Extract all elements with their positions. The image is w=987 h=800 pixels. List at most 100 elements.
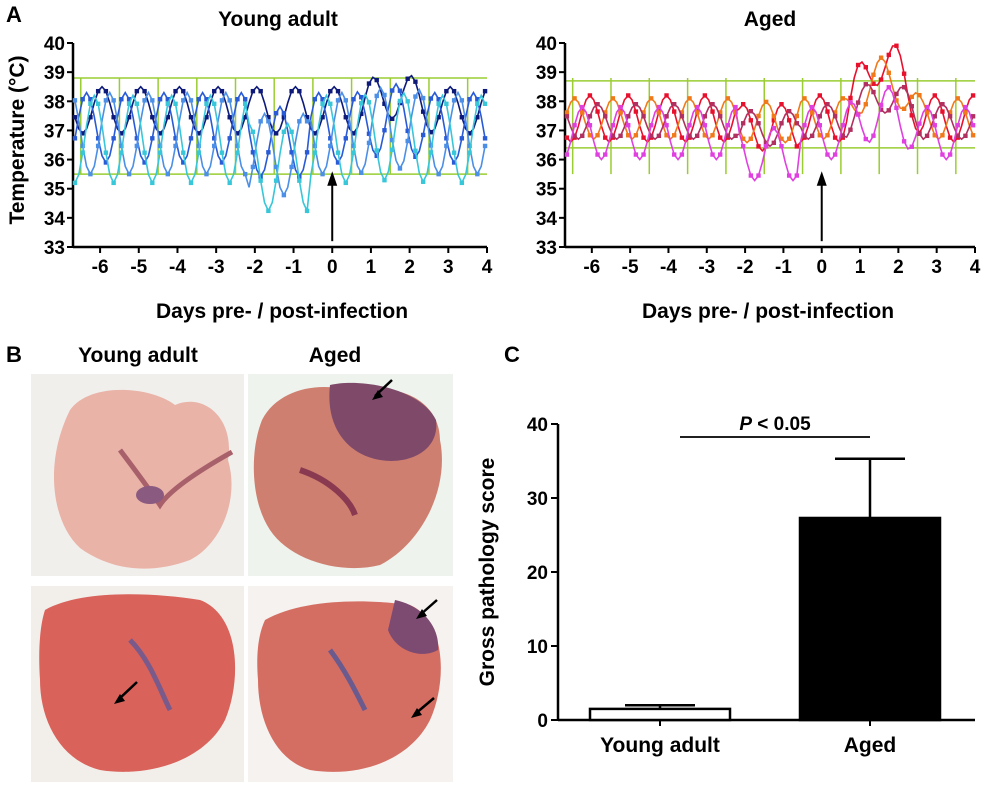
lung-photo-young-adult-bottom [31,586,244,782]
lung-photo-aged-bottom [248,586,453,782]
series-point-a2 [595,133,600,138]
series-point-a2 [963,110,968,115]
series-point-y1 [382,101,387,106]
series-point-y3 [134,143,140,149]
series-point-y3 [173,143,178,149]
y-tick-label: 40 [44,34,65,55]
series-point-a4 [878,102,884,108]
series-point-a3 [679,114,685,119]
series-point-a2 [763,99,769,105]
series-point-a4 [626,123,631,128]
x-tick-label: 1 [366,257,377,278]
series-point-a4 [664,123,669,128]
series-point-a4 [733,104,738,110]
series-point-a3 [725,133,731,139]
series-point-a3 [633,102,639,107]
x-tick-label: 4 [482,257,493,278]
series-point-y2 [181,160,186,165]
series-point-y2 [88,97,93,102]
series-point-a3 [779,121,784,126]
series-point-y4 [80,150,85,155]
series-point-y3 [142,98,147,103]
series-point-y1 [359,111,364,117]
series-point-y4 [320,101,325,107]
series-point-a3 [863,82,868,87]
series-point-a2 [871,72,876,77]
series-point-y3 [475,171,480,177]
x-tick-label: -1 [285,257,302,278]
series-point-a3 [786,108,792,114]
y-tick-label: 38 [536,92,557,113]
series-point-y2 [119,97,124,102]
series-point-y1 [320,115,325,120]
bar-0 [588,707,732,722]
series-point-a1 [794,144,800,149]
series-point-a4 [771,125,777,131]
series-point-a2 [740,136,746,141]
series-point-y2 [142,160,147,165]
series-point-y4 [467,150,472,155]
y-tick-label: 0 [537,711,548,732]
series-point-a1 [863,65,868,70]
series-point-a2 [679,110,685,115]
photo-column-label-young-adult: Young adult [78,344,198,367]
series-point-y4 [219,150,225,155]
series-point-y1 [444,88,449,94]
series-point-a1 [947,135,953,140]
series-point-y2 [227,136,232,141]
series-point-a1 [940,109,945,114]
series-point-a2 [955,96,960,101]
series-point-y2 [335,160,341,165]
series-point-y2 [413,154,418,160]
chart-title-aged: Aged [744,8,797,31]
series-point-y4 [413,148,418,153]
series-point-a4 [970,123,976,128]
series-point-y1 [281,115,287,120]
y-tick-label: 34 [44,209,66,230]
series-point-y1 [134,88,140,94]
series-line-y4 [74,90,486,214]
series-point-y4 [212,101,217,107]
series-point-a2 [840,96,846,101]
series-point-y4 [258,178,263,183]
series-point-y2 [235,97,240,102]
y-tick-label: 40 [527,415,548,436]
series-point-a2 [940,133,945,138]
series-point-a3 [587,114,593,119]
series-point-a3 [756,121,761,126]
series-point-y1 [312,131,318,136]
series-point-a4 [580,104,585,110]
series-point-y3 [289,164,294,170]
series-point-a4 [572,123,577,128]
series-point-y4 [420,179,426,184]
series-point-y1 [80,131,85,136]
x-tick-label: 3 [443,257,454,278]
series-point-y1 [475,115,480,120]
series-point-a4 [748,173,754,178]
series-point-y2 [95,136,101,141]
series-line-a4 [566,85,974,182]
x-tick-label: -2 [246,257,263,278]
series-point-a3 [610,133,616,139]
series-point-y1 [297,88,302,94]
series-point-a4 [817,123,823,128]
series-point-y2 [80,97,85,102]
y-tick-label: 33 [536,238,557,259]
series-point-y2 [374,153,379,159]
series-point-a3 [763,140,769,146]
series-point-y2 [451,160,457,165]
series-point-a3 [664,114,669,119]
series-point-a2 [618,110,623,115]
series-point-a2 [809,110,815,115]
series-point-a4 [779,144,784,149]
panel-label-a: A [6,2,22,27]
series-point-a1 [894,43,899,48]
series-point-a3 [970,114,976,119]
lung-photo-aged-top [248,374,453,576]
series-point-y4 [119,150,124,155]
series-point-y1 [227,115,232,120]
series-point-a4 [886,85,891,90]
category-label-1: Aged [844,734,897,757]
y-tick-label: 37 [536,121,557,142]
series-point-y3 [366,140,372,146]
